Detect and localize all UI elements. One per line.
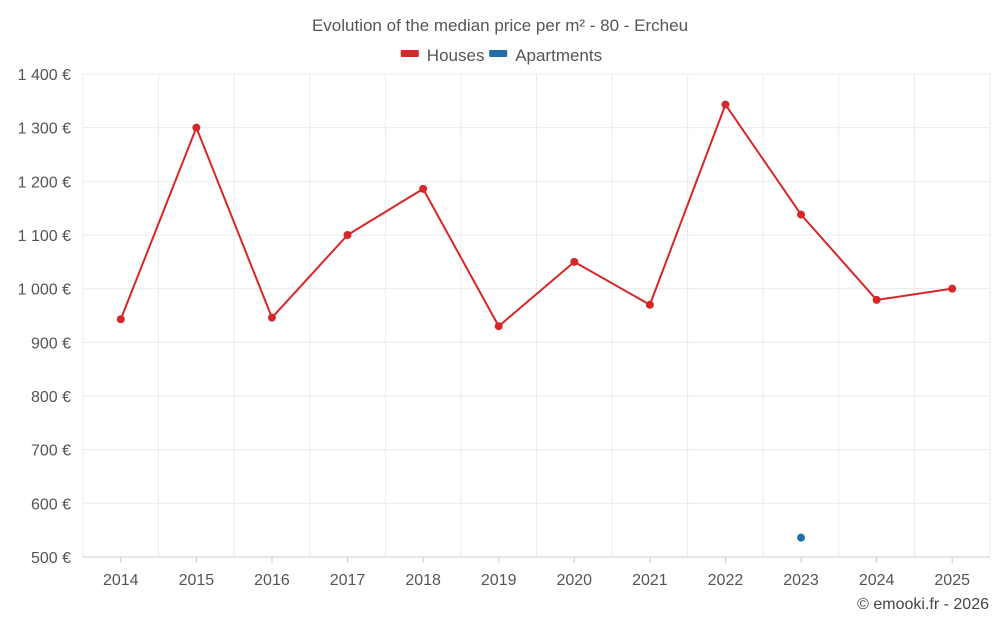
series-group bbox=[116, 100, 957, 542]
x-tick-label: 2017 bbox=[330, 572, 366, 589]
y-tick-label: 1 400 € bbox=[18, 67, 71, 84]
legend-label: Apartments bbox=[515, 46, 602, 65]
x-tick-label: 2023 bbox=[783, 572, 819, 589]
y-tick-label: 900 € bbox=[31, 335, 71, 352]
legend: Houses Apartments bbox=[400, 46, 602, 65]
data-point-houses[interactable] bbox=[116, 315, 125, 324]
legend-swatch bbox=[400, 50, 419, 57]
legend-swatch bbox=[489, 50, 508, 57]
x-tick-label: 2020 bbox=[556, 572, 592, 589]
grid bbox=[82, 73, 991, 558]
legend-label: Houses bbox=[427, 46, 485, 65]
x-tick-label: 2016 bbox=[254, 572, 290, 589]
x-tick-label: 2014 bbox=[103, 572, 139, 589]
x-tick-label: 2018 bbox=[405, 572, 441, 589]
series-line-houses bbox=[119, 103, 953, 328]
x-tick-label: 2025 bbox=[934, 572, 970, 589]
y-tick-label: 1 200 € bbox=[18, 174, 71, 191]
y-tick-label: 700 € bbox=[31, 443, 71, 460]
y-axis: 500 € 600 € 700 € 800 € 900 € 1 000 € 1 100 € 1… bbox=[18, 67, 71, 567]
credit: © emooki.fr - 2026 bbox=[857, 596, 989, 613]
data-point-houses[interactable] bbox=[570, 257, 579, 266]
y-tick-label: 500 € bbox=[31, 550, 71, 567]
data-point-houses[interactable] bbox=[872, 295, 881, 304]
y-tick-label: 600 € bbox=[31, 496, 71, 513]
y-tick-label: 1 300 € bbox=[18, 121, 71, 138]
x-tick-label: 2015 bbox=[179, 572, 215, 589]
legend-item-apartments[interactable]: Apartments bbox=[489, 46, 602, 65]
data-point-houses[interactable] bbox=[721, 100, 730, 109]
y-tick-label: 800 € bbox=[31, 389, 71, 406]
x-tick-label: 2021 bbox=[632, 572, 668, 589]
y-tick-label: 1 000 € bbox=[18, 282, 71, 299]
x-tick-label: 2019 bbox=[481, 572, 517, 589]
x-axis: 2014 2015 2016 2017 2018 2019 2020 2021 2022 2023… bbox=[103, 557, 970, 589]
data-point-apartments[interactable] bbox=[797, 533, 806, 542]
x-tick-label: 2022 bbox=[708, 572, 744, 589]
data-point-houses[interactable] bbox=[494, 322, 503, 331]
data-point-houses[interactable] bbox=[192, 123, 201, 132]
data-point-houses[interactable] bbox=[267, 313, 276, 322]
legend-item-houses[interactable]: Houses bbox=[400, 46, 485, 65]
x-tick-label: 2024 bbox=[859, 572, 895, 589]
data-point-houses[interactable] bbox=[645, 300, 654, 309]
data-point-houses[interactable] bbox=[343, 231, 352, 239]
data-point-houses[interactable] bbox=[419, 184, 428, 193]
y-tick-label: 1 100 € bbox=[18, 228, 71, 245]
chart-title: Evolution of the median price per m² - 8… bbox=[312, 16, 688, 35]
data-point-houses[interactable] bbox=[797, 210, 806, 219]
data-point-houses[interactable] bbox=[948, 284, 957, 293]
